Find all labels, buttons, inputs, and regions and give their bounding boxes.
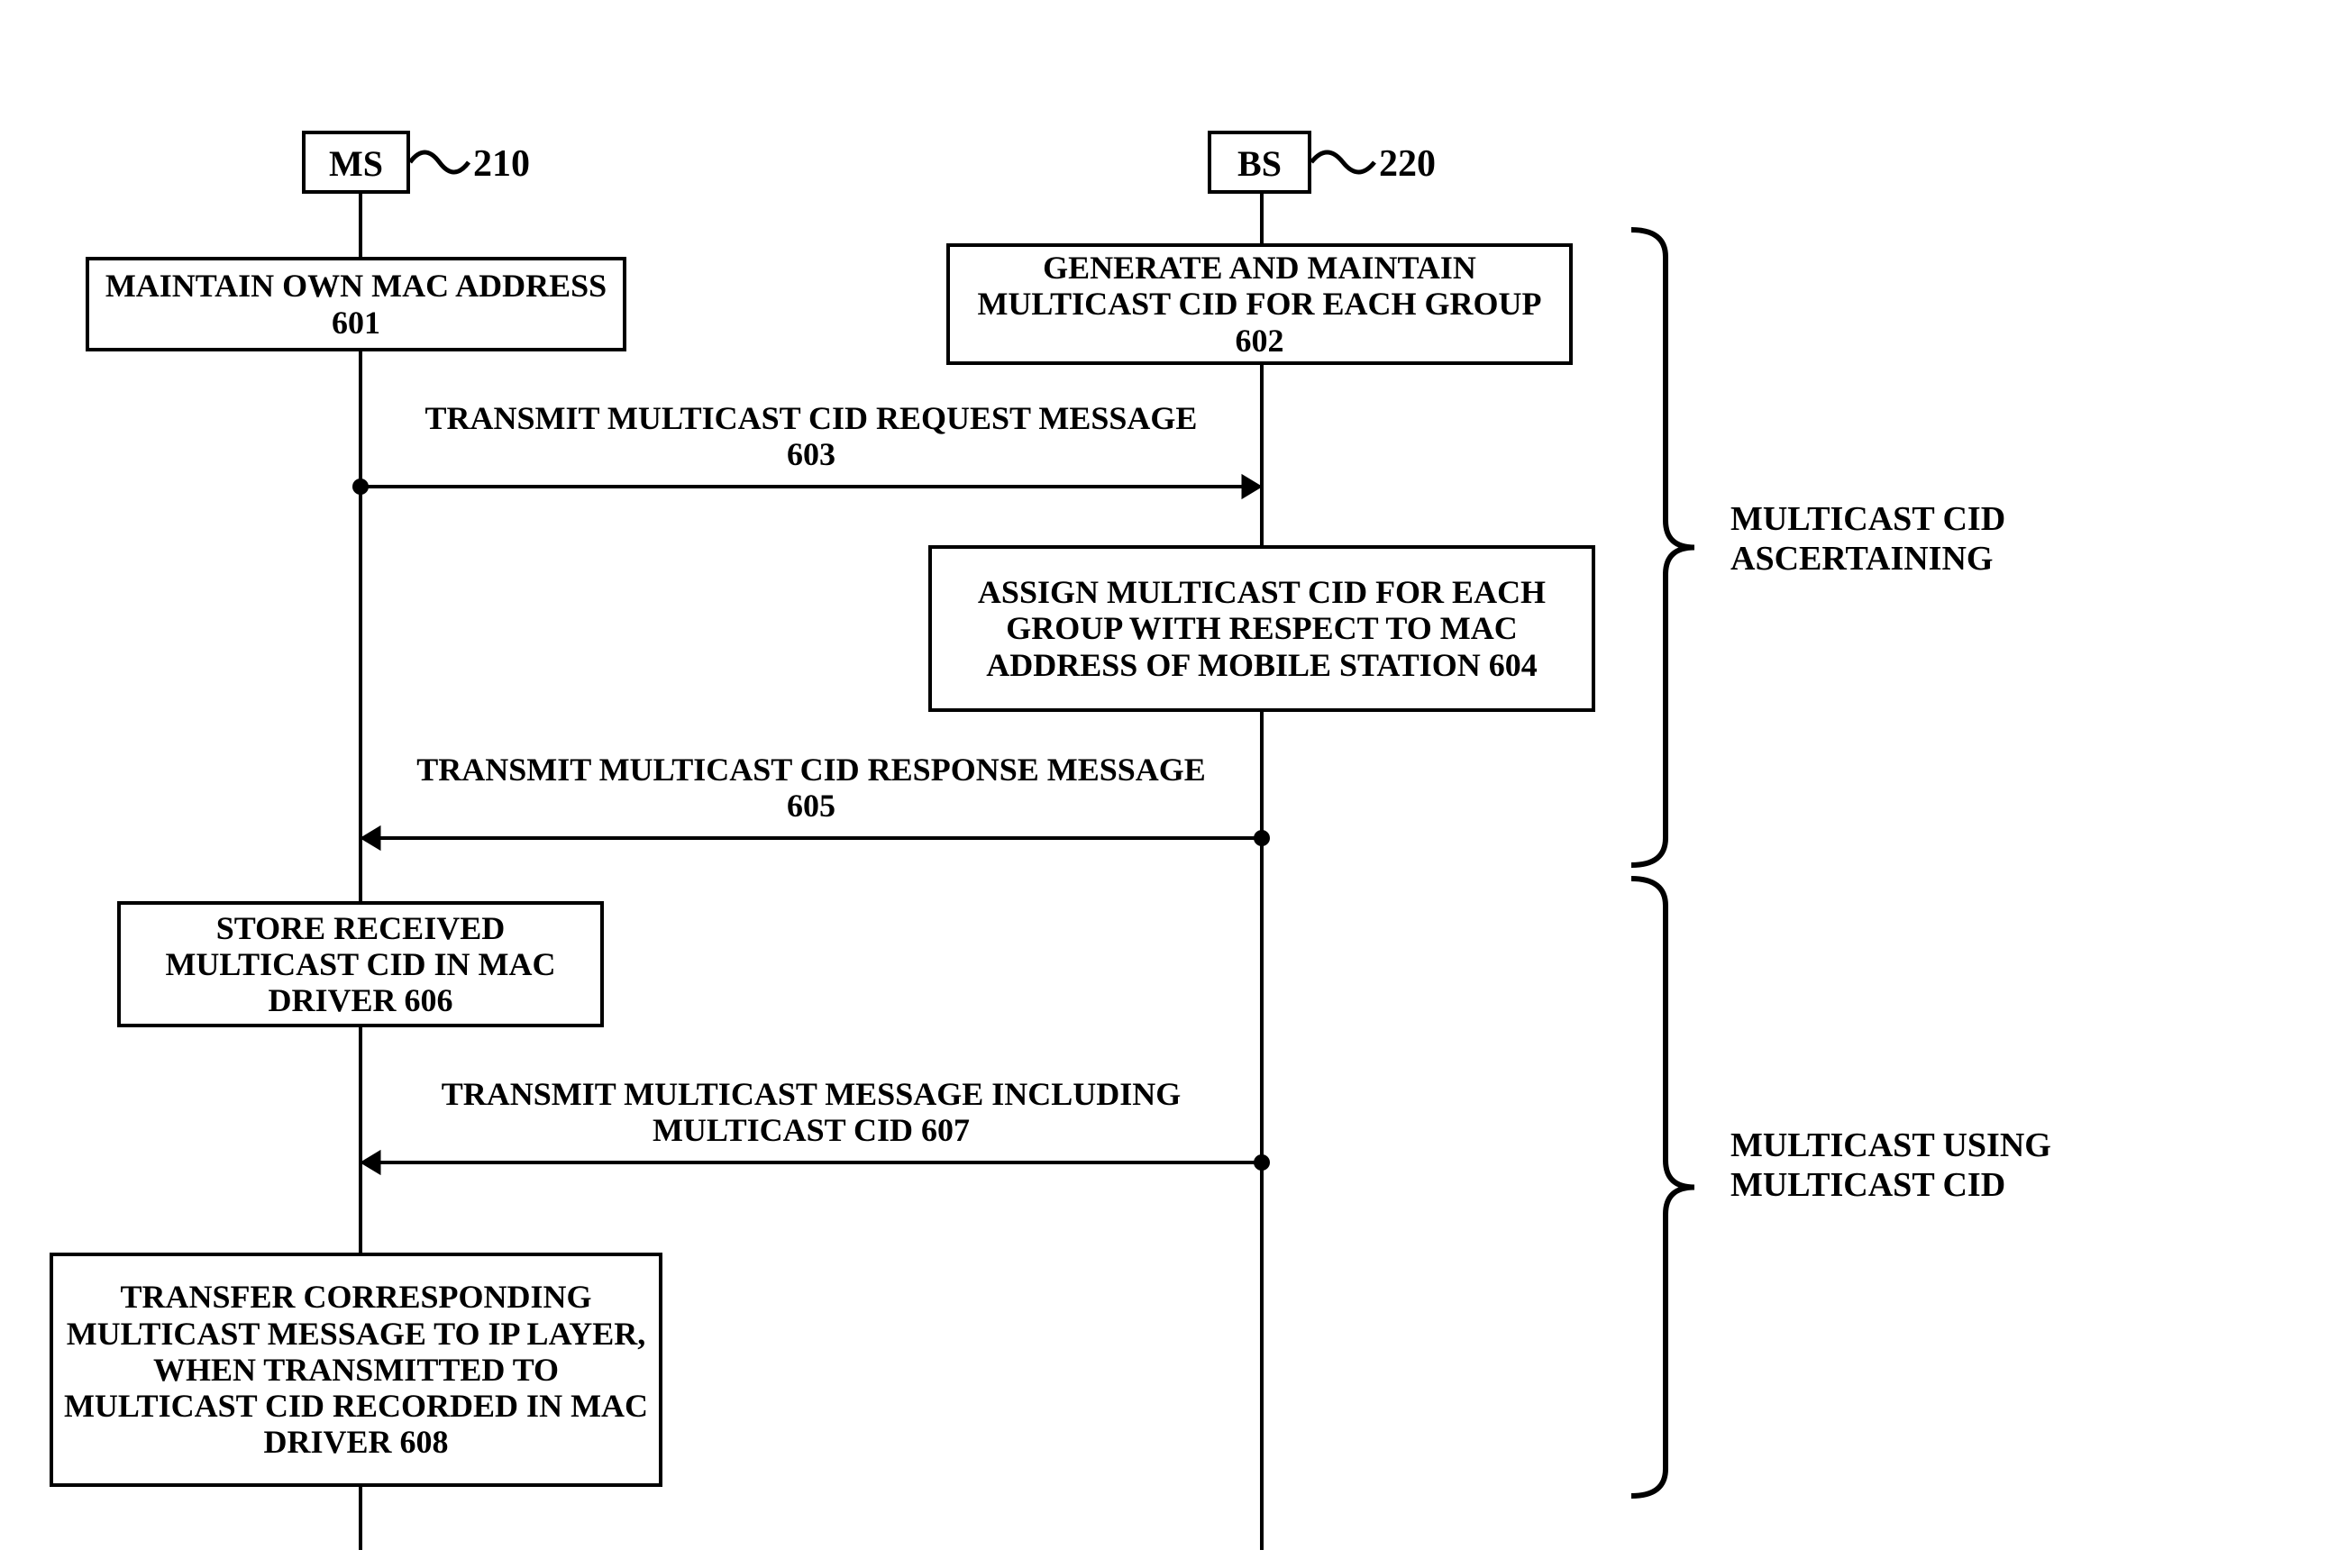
step-s602: GENERATE AND MAINTAIN MULTICAST CID FOR … bbox=[946, 243, 1573, 365]
phase-p1: MULTICAST CIDASCERTAINING bbox=[1730, 500, 2199, 579]
bs-ref: 220 bbox=[1379, 142, 1436, 186]
bs-header: BS bbox=[1208, 131, 1311, 194]
diagram-canvas: MS 210 BS 220 MAINTAIN OWN MAC ADDRESS 601 GE… bbox=[0, 0, 2337, 1568]
msg-m603: TRANSMIT MULTICAST CID REQUEST MESSAGE 6… bbox=[415, 401, 1208, 472]
msg-m607: TRANSMIT MULTICAST MESSAGE INCLUDING MUL… bbox=[415, 1077, 1208, 1148]
step-s608: TRANSFER CORRESPONDING MULTICAST MESSAGE… bbox=[50, 1253, 662, 1487]
step-s604: ASSIGN MULTICAST CID FOR EACH GROUP WITH… bbox=[928, 545, 1595, 712]
ms-header: MS bbox=[302, 131, 410, 194]
step-s606: STORE RECEIVED MULTICAST CID IN MAC DRIV… bbox=[117, 901, 604, 1027]
step-s601: MAINTAIN OWN MAC ADDRESS 601 bbox=[86, 257, 626, 351]
phase-p2: MULTICAST USINGMULTICAST CID bbox=[1730, 1126, 2199, 1205]
ms-ref: 210 bbox=[473, 142, 530, 186]
msg-m605: TRANSMIT MULTICAST CID RESPONSE MESSAGE … bbox=[415, 752, 1208, 824]
